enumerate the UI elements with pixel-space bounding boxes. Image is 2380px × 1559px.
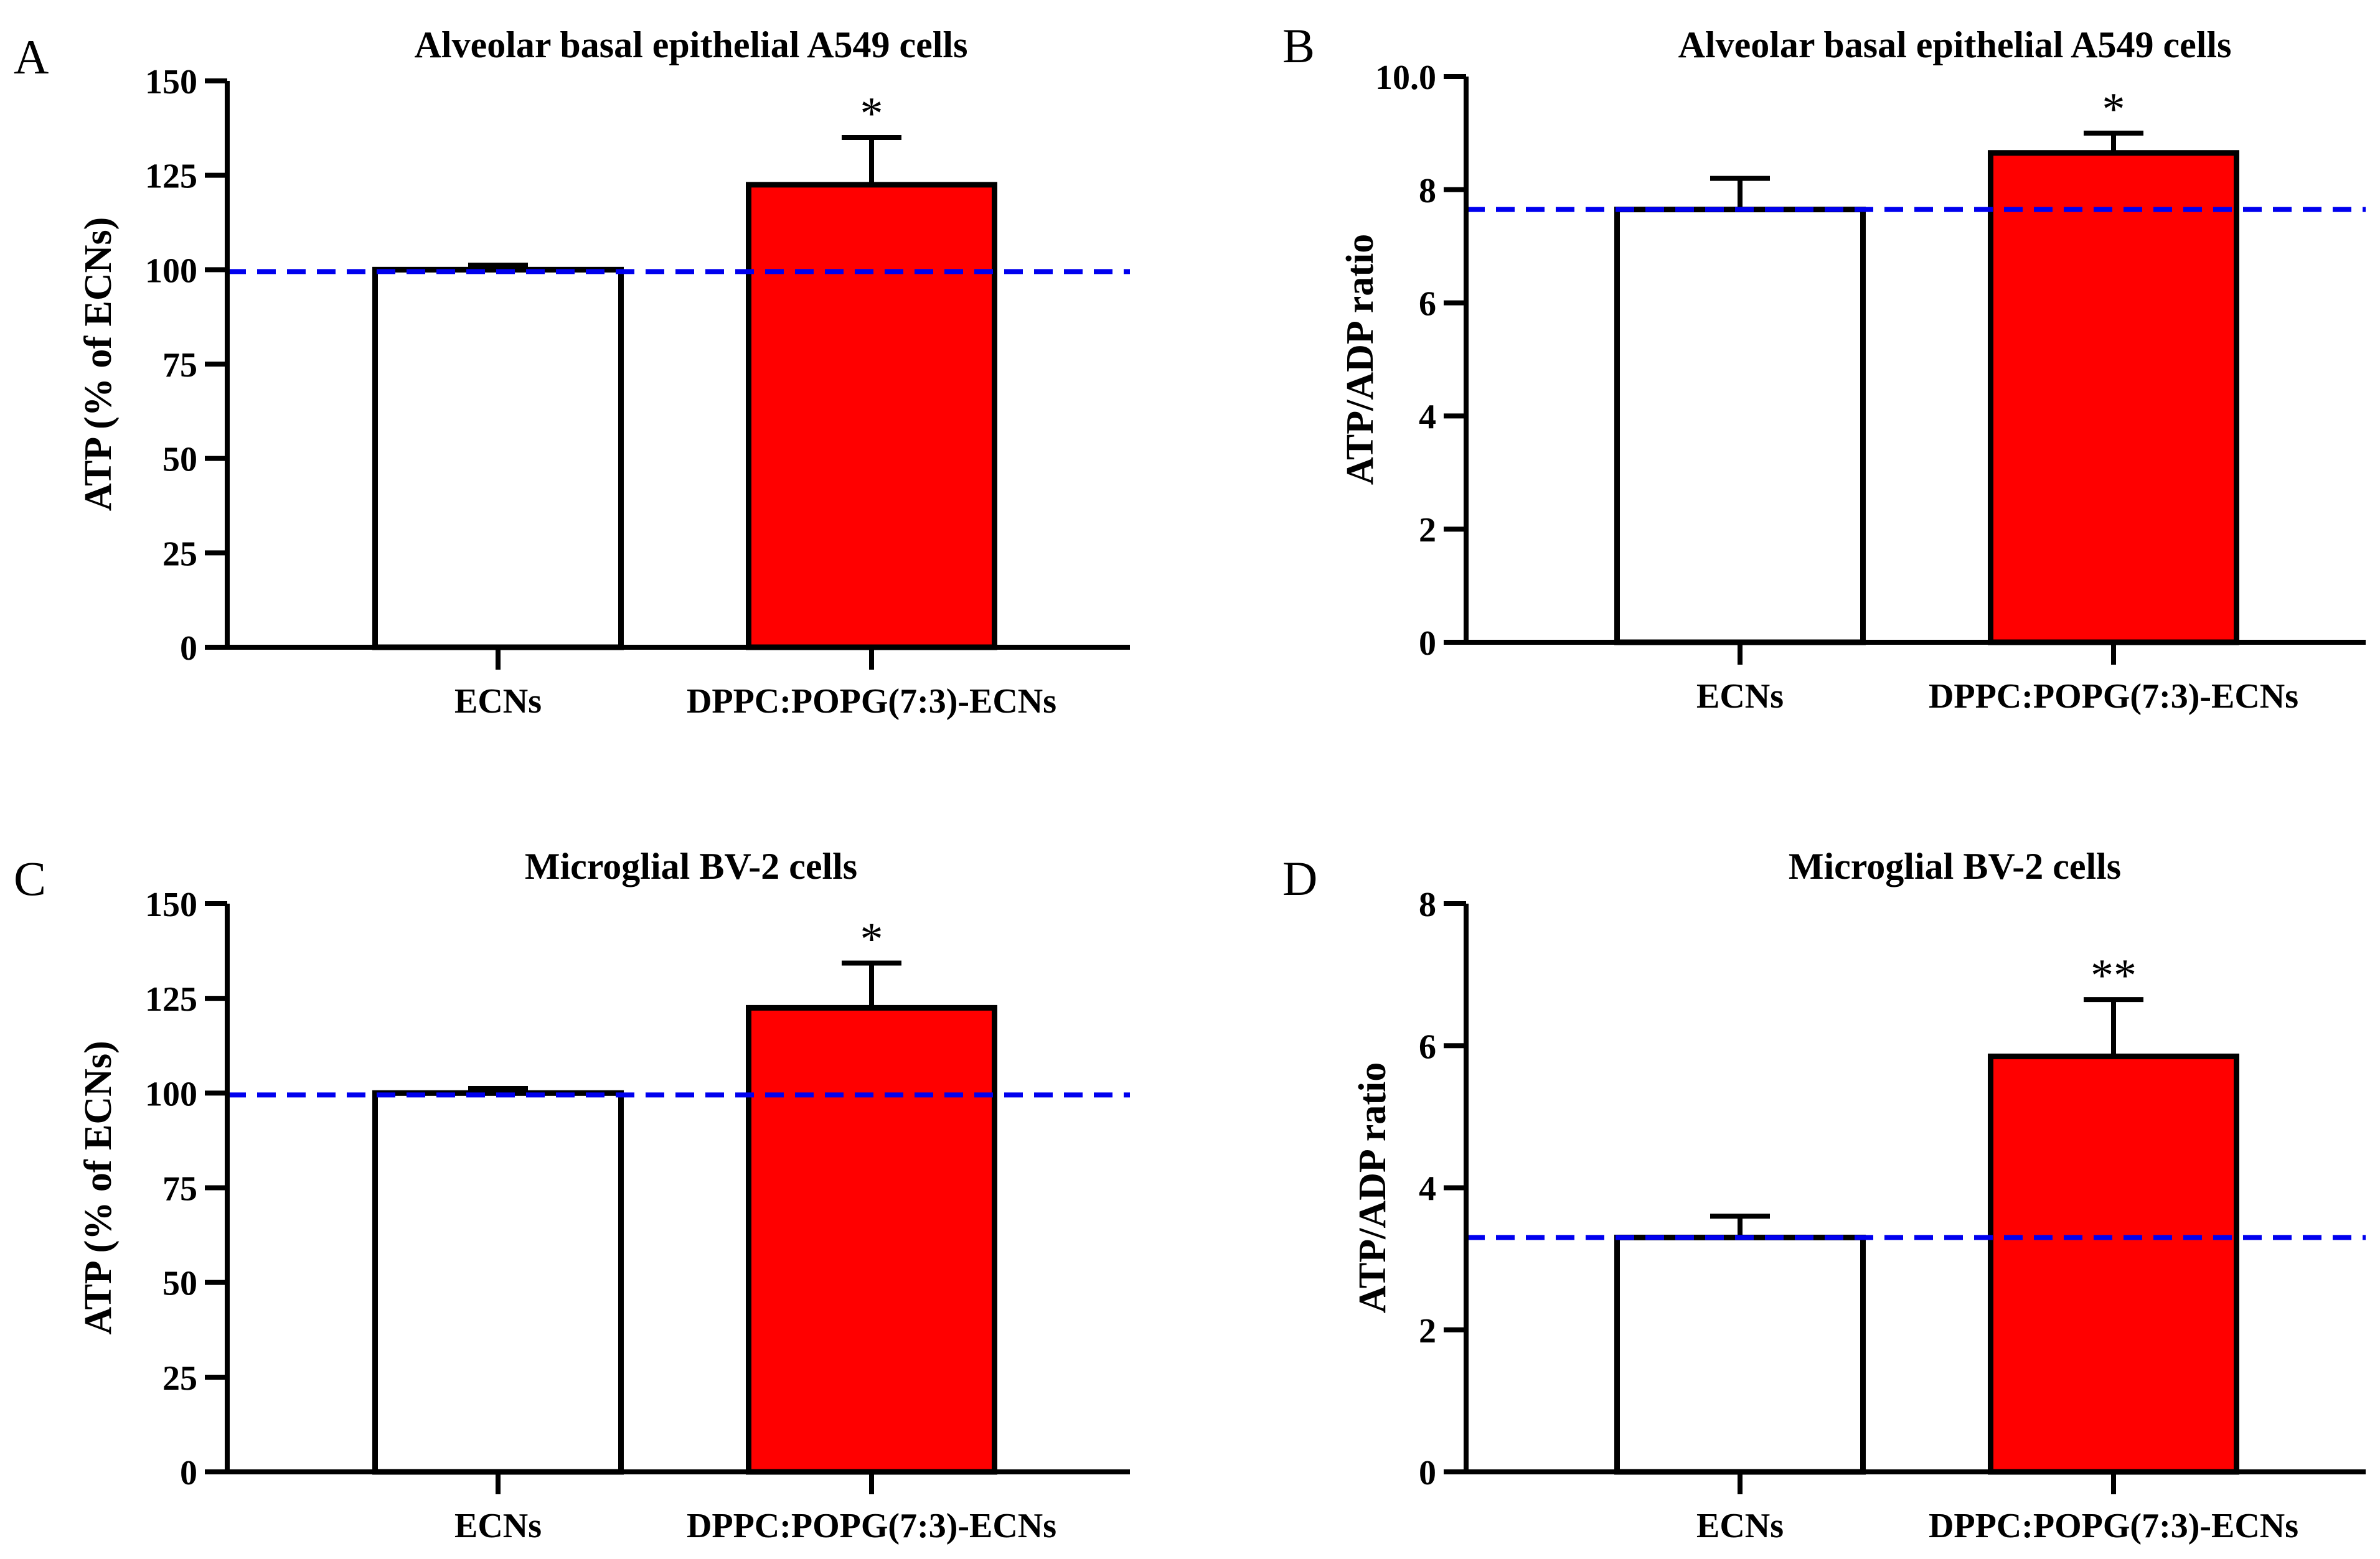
- bar-dppc-popg-ecns: [746, 1004, 997, 1475]
- y-axis-label: ATP/ADP ratio: [1352, 1062, 1394, 1314]
- y-tick-label: 25: [162, 1359, 197, 1398]
- y-tick-label: 2: [1419, 511, 1436, 550]
- chart-title: Alveolar basal epithelial A549 cells: [1678, 24, 2232, 65]
- x-category-label: DPPC:POPG(7:3)-ECNs: [687, 682, 1056, 721]
- y-tick-label: 6: [1419, 1028, 1436, 1066]
- y-tick-label: 75: [162, 1170, 197, 1209]
- significance-marker: *: [860, 88, 883, 139]
- y-tick-label: 4: [1419, 398, 1436, 436]
- significance-marker: *: [860, 914, 883, 965]
- panel-letter: B: [1282, 19, 1315, 73]
- bar-dppc-popg-ecns: [1988, 150, 2239, 645]
- chart-title: Alveolar basal epithelial A549 cells: [415, 24, 968, 65]
- y-axis-label: ATP/ADP ratio: [1339, 234, 1381, 485]
- chart-panel-d: D Microglial BV-2 cells ** 0 2 4 6 8 ECNs DPPC:PO…: [1282, 846, 2366, 1545]
- y-tick-label: 150: [145, 886, 197, 924]
- y-tick-label: 100: [145, 1075, 197, 1113]
- x-category-label: ECNs: [1696, 1507, 1784, 1545]
- y-tick-label: 8: [1419, 172, 1436, 210]
- bar-ecns: [1614, 1234, 1866, 1475]
- y-tick-label: 150: [145, 63, 197, 101]
- y-tick-label: 8: [1419, 886, 1436, 924]
- y-tick-label: 10.0: [1375, 59, 1436, 97]
- bar-dppc-popg-ecns: [746, 182, 997, 650]
- y-tick-label: 0: [1419, 624, 1436, 663]
- significance-marker: **: [2091, 950, 2137, 1001]
- chart-panel-a: A Alveolar basal epithelial A549 cells * 0 2…: [14, 24, 1130, 721]
- x-category-label: DPPC:POPG(7:3)-ECNs: [1929, 677, 2298, 716]
- y-tick-label: 50: [162, 1265, 197, 1303]
- y-tick-label: 2: [1419, 1312, 1436, 1351]
- y-tick-label: 50: [162, 441, 197, 479]
- y-axis-label: ATP (% of ECNs): [77, 1041, 120, 1334]
- x-category-label: ECNs: [454, 682, 542, 721]
- y-tick-label: 0: [180, 629, 197, 668]
- bar-ecns: [372, 1090, 624, 1475]
- chart-title: Microglial BV-2 cells: [1789, 846, 2121, 887]
- bar-dppc-popg-ecns: [1988, 1053, 2239, 1475]
- y-tick-label: 0: [1419, 1454, 1436, 1492]
- significance-marker: *: [2102, 84, 2125, 135]
- x-category-label: DPPC:POPG(7:3)-ECNs: [687, 1507, 1056, 1545]
- x-category-label: ECNs: [454, 1507, 542, 1545]
- y-tick-label: 75: [162, 346, 197, 385]
- bar-ecns: [1614, 207, 1866, 645]
- panel-letter: D: [1282, 851, 1317, 906]
- y-tick-label: 125: [145, 157, 197, 196]
- y-tick-label: 0: [180, 1454, 197, 1492]
- chart-title: Microglial BV-2 cells: [525, 846, 857, 887]
- y-tick-label: 4: [1419, 1170, 1436, 1209]
- chart-panel-b: B Alveolar basal epithelial A549 cells * 0 2…: [1282, 19, 2366, 716]
- y-tick-label: 25: [162, 535, 197, 573]
- panel-letter: C: [14, 851, 46, 906]
- x-category-label: DPPC:POPG(7:3)-ECNs: [1929, 1507, 2298, 1545]
- x-category-label: ECNs: [1696, 677, 1784, 716]
- chart-panel-c: C Microglial BV-2 cells* 0 25 50 75 100 125 150 E…: [14, 846, 1130, 1545]
- panel-letter: A: [14, 30, 49, 84]
- y-tick-label: 100: [145, 251, 197, 290]
- y-tick-label: 125: [145, 980, 197, 1019]
- bar-ecns: [372, 266, 624, 650]
- y-axis-label: ATP (% of ECNs): [77, 217, 120, 511]
- y-tick-label: 6: [1419, 285, 1436, 324]
